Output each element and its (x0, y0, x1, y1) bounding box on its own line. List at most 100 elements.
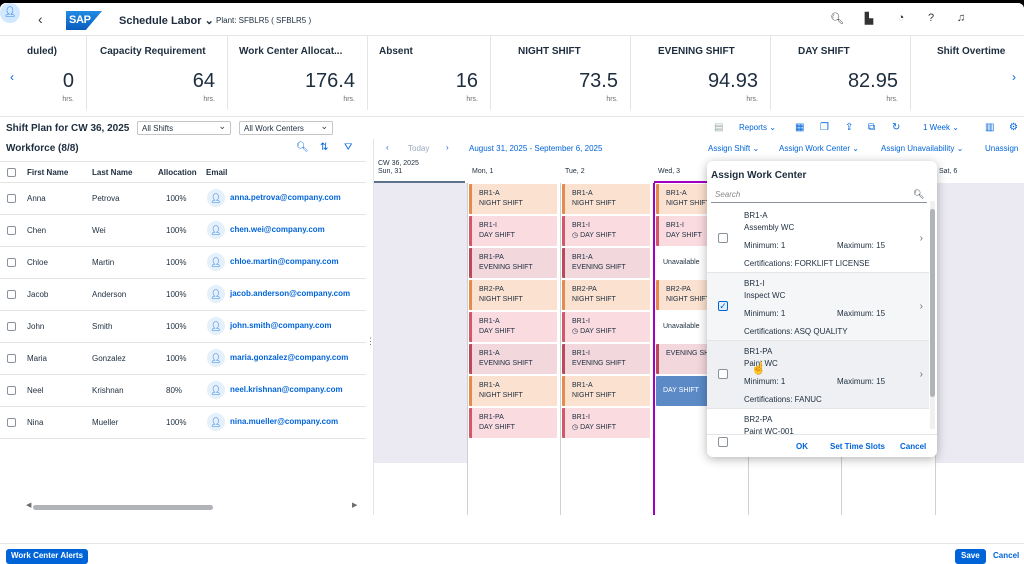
prev-week-icon[interactable]: ‹ (386, 143, 389, 152)
column-header[interactable]: Last Name (92, 168, 133, 177)
shift-cell[interactable]: BR1-A EVENING SHIFT (469, 344, 557, 374)
clipboard-icon[interactable]: ▤ (714, 122, 724, 133)
date-range-label[interactable]: August 31, 2025 - September 6, 2025 (469, 144, 603, 153)
work-center-item-selected[interactable]: ✓ BR1-I Inspect WC Minimum: 1 Maximum: 1… (707, 273, 929, 341)
kpi-prev-icon[interactable]: ‹ (10, 70, 14, 84)
search-input[interactable]: Search (711, 188, 927, 203)
shift-cell[interactable]: DAY SHIFT (656, 376, 708, 406)
column-header[interactable]: Email (206, 168, 228, 177)
shift-cell[interactable]: BR1-I DAY SHIFT (469, 216, 557, 246)
kpi-card[interactable]: Work Center Allocat... 176.4 hrs. (229, 36, 368, 110)
shift-cell[interactable]: BR1-A NIGHT SHIFT (469, 376, 557, 406)
shift-cell[interactable]: BR1-A NIGHT SHIFT (562, 376, 650, 406)
email-link[interactable]: nina.mueller@company.com (230, 417, 339, 426)
today-button[interactable]: Today (408, 144, 430, 153)
user-avatar-icon[interactable]: 👤︎ (0, 3, 20, 23)
ok-button[interactable]: OK (796, 442, 808, 451)
column-header[interactable]: First Name (27, 168, 69, 177)
work-center-item[interactable]: BR2-PA Paint WC-001 (707, 409, 929, 457)
work-center-item[interactable]: BR1-A Assembly WC Minimum: 1 Maximum: 15… (707, 205, 929, 273)
week-view-select[interactable]: 1 Week ⌄ (923, 123, 959, 132)
popover-scrollbar[interactable] (930, 201, 935, 429)
row-checkbox[interactable] (7, 322, 16, 331)
email-link[interactable]: chen.wei@company.com (230, 225, 325, 234)
email-link[interactable]: maria.gonzalez@company.com (230, 353, 349, 362)
table-row[interactable]: Chloe Martin 100% 👤︎ chloe.martin@compan… (0, 247, 366, 279)
shift-cell[interactable]: BR1-I EVENING SHIFT (562, 344, 650, 374)
item-checkbox[interactable] (718, 437, 728, 447)
horizontal-scrollbar[interactable]: ◀ ▶ (8, 502, 358, 510)
refresh-icon[interactable]: ↻ (892, 122, 901, 133)
row-checkbox[interactable] (7, 226, 16, 235)
select-all-checkbox[interactable] (7, 168, 16, 177)
assign-shift-button[interactable]: Assign Shift ⌄ (708, 144, 760, 153)
shift-cell[interactable]: Unavailable (656, 312, 708, 342)
row-checkbox[interactable] (7, 386, 16, 395)
column-header[interactable]: Allocation (158, 168, 197, 177)
email-link[interactable]: john.smith@company.com (230, 321, 332, 330)
kpi-card[interactable]: Capacity Requirement 64 hrs. (90, 36, 228, 110)
shift-cell[interactable]: BR2-PA NIGHT SHIFT (562, 280, 650, 310)
unassign-button[interactable]: Unassign (985, 144, 1019, 153)
assign-unavailability-button[interactable]: Assign Unavailability ⌄ (881, 144, 964, 153)
table-row[interactable]: Neel Krishnan 80% 👤︎ neel.krishnan@compa… (0, 375, 366, 407)
cancel-button[interactable]: Cancel (993, 551, 1020, 560)
table-row[interactable]: Jacob Anderson 100% 👤︎ jacob.anderson@co… (0, 279, 366, 311)
item-checkbox[interactable] (718, 369, 728, 379)
row-checkbox[interactable] (7, 354, 16, 363)
duplicate-icon[interactable]: ⧉ (868, 122, 876, 133)
search-icon[interactable]: 🔍︎ (913, 189, 925, 199)
row-checkbox[interactable] (7, 418, 16, 427)
shift-cell[interactable]: BR1-PA DAY SHIFT (469, 408, 557, 438)
save-button[interactable]: Save (955, 549, 986, 564)
row-checkbox[interactable] (7, 258, 16, 267)
shift-cell[interactable]: EVENING SHIFT (656, 344, 720, 374)
item-checkbox[interactable] (718, 233, 728, 243)
work-center-item[interactable]: BR1-PA Paint WC Minimum: 1 Maximum: 15 C… (707, 341, 929, 409)
upload-icon[interactable]: ⇪ (845, 122, 854, 133)
shift-cell[interactable]: BR1-I DAY SHIFT (656, 216, 708, 246)
app-title-menu[interactable]: Schedule Labor ⌄ (119, 15, 214, 27)
kpi-card[interactable]: duled) 0 hrs. (17, 36, 87, 110)
next-week-icon[interactable]: › (446, 143, 449, 152)
cancel-button[interactable]: Cancel (900, 442, 927, 451)
kpi-next-icon[interactable]: › (1012, 70, 1016, 84)
item-checkbox-checked[interactable]: ✓ (718, 301, 728, 311)
shift-cell[interactable]: BR2-PA NIGHT SHIFT (469, 280, 557, 310)
help-icon[interactable]: ? (927, 12, 935, 24)
assign-work-center-button[interactable]: Assign Work Center ⌄ (779, 144, 859, 153)
kpi-card[interactable]: EVENING SHIFT 94.93 hrs. (648, 36, 771, 110)
email-link[interactable]: chloe.martin@company.com (230, 257, 339, 266)
search-icon[interactable]: 🔍︎ (830, 13, 844, 25)
shift-cell[interactable]: Unavailable (656, 248, 708, 278)
back-icon[interactable]: ‹ (38, 11, 43, 27)
shift-cell[interactable]: BR1-A EVENING SHIFT (562, 248, 650, 278)
shift-cell[interactable]: BR1-A NIGHT SHIFT (469, 184, 557, 214)
connection-icon[interactable]: ◔ (897, 12, 905, 24)
search-icon[interactable]: 🔍︎ (296, 142, 309, 153)
set-time-slots-button[interactable]: Set Time Slots (830, 442, 885, 451)
shift-cell[interactable]: BR1-PA EVENING SHIFT (469, 248, 557, 278)
email-link[interactable]: neel.krishnan@company.com (230, 385, 343, 394)
splitter-handle-icon[interactable]: ⋮ (366, 336, 375, 346)
table-row[interactable]: Anna Petrova 100% 👤︎ anna.petrova@compan… (0, 183, 366, 215)
building-icon[interactable]: ▙ (864, 13, 874, 25)
kpi-card[interactable]: Absent 16 hrs. (369, 36, 491, 110)
shift-cell[interactable]: BR1-I ◷ DAY SHIFT (562, 408, 650, 438)
table-row[interactable]: John Smith 100% 👤︎ john.smith@company.co… (0, 311, 366, 343)
kpi-card[interactable]: NIGHT SHIFT 73.5 hrs. (508, 36, 631, 110)
shift-cell[interactable]: BR1-A NIGHT SHIFT (656, 184, 710, 214)
work-center-filter-select[interactable]: All Work Centers (239, 121, 333, 135)
filter-icon[interactable]: ⛛ (344, 142, 353, 153)
shift-cell[interactable]: BR1-A NIGHT SHIFT (562, 184, 650, 214)
shift-filter-select[interactable]: All Shifts (137, 121, 231, 135)
shift-cell[interactable]: BR1-I ◷ DAY SHIFT (562, 216, 650, 246)
bell-icon[interactable]: ♫ (956, 12, 966, 24)
kpi-card[interactable]: DAY SHIFT 82.95 hrs. (788, 36, 911, 110)
shift-cell[interactable]: BR1-I ◷ DAY SHIFT (562, 312, 650, 342)
email-link[interactable]: jacob.anderson@company.com (230, 289, 351, 298)
shift-cell[interactable]: BR2-PA NIGHT SHIFT (656, 280, 710, 310)
calendar-icon[interactable]: ▦ (795, 122, 805, 133)
row-checkbox[interactable] (7, 290, 16, 299)
table-row[interactable]: Chen Wei 100% 👤︎ chen.wei@company.com (0, 215, 366, 247)
